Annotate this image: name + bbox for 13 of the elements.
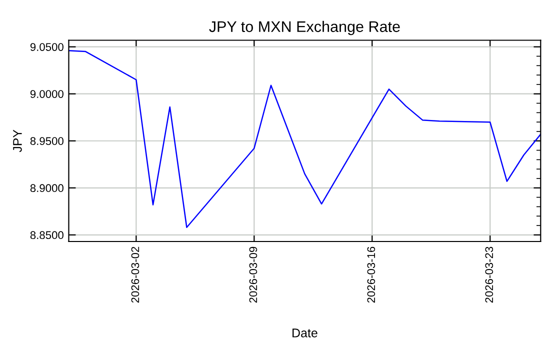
x-tick-label: 2026-03-16 <box>367 246 376 303</box>
chart-title: JPY to MXN Exchange Rate <box>209 20 400 36</box>
x-tick-label: 2026-03-09 <box>249 246 258 303</box>
x-tick-label: 2026-03-23 <box>485 246 494 303</box>
y-tick-label: 9.0500 <box>30 43 64 51</box>
y-tick-label: 8.9500 <box>30 137 64 146</box>
x-tick-label: 2026-03-02 <box>131 246 140 303</box>
line-series <box>68 50 541 228</box>
y-tick-label: 8.9000 <box>30 184 64 192</box>
x-axis-title: Date <box>292 328 318 338</box>
y-tick-label: 8.8500 <box>30 231 64 240</box>
y-tick-label: 9.0000 <box>30 90 64 98</box>
y-axis-title: JPY <box>13 130 22 152</box>
